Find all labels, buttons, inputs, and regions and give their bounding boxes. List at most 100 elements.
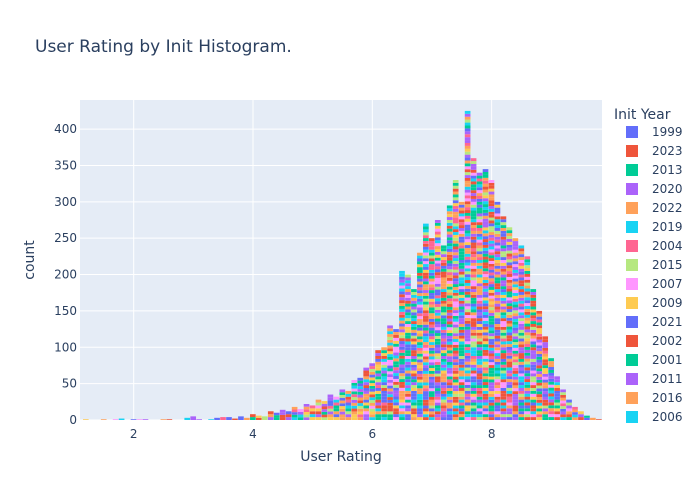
histogram-bar[interactable] bbox=[506, 227, 513, 420]
histogram-bar[interactable] bbox=[100, 419, 107, 420]
histogram-bar[interactable] bbox=[405, 274, 411, 420]
histogram-bar[interactable] bbox=[500, 216, 507, 420]
histogram-bar[interactable] bbox=[136, 419, 143, 420]
legend-item[interactable]: 2006 bbox=[626, 410, 683, 424]
histogram-bar[interactable] bbox=[250, 414, 256, 420]
histogram-bar[interactable] bbox=[554, 376, 560, 420]
histogram-bar[interactable] bbox=[572, 406, 578, 420]
histogram-bar[interactable] bbox=[112, 419, 119, 420]
legend-item[interactable]: 2019 bbox=[626, 220, 683, 234]
histogram-bar[interactable] bbox=[363, 367, 370, 420]
legend-item[interactable]: 2002 bbox=[626, 334, 683, 348]
legend-item[interactable]: 2020 bbox=[626, 182, 683, 196]
histogram-bar[interactable] bbox=[285, 411, 292, 420]
histogram-bar[interactable] bbox=[297, 409, 304, 420]
histogram-bar[interactable] bbox=[417, 252, 423, 420]
histogram-bar[interactable] bbox=[494, 201, 501, 420]
legend-item[interactable]: 2023 bbox=[626, 144, 683, 158]
histogram-bar[interactable] bbox=[184, 417, 191, 420]
histogram-bar[interactable] bbox=[578, 411, 584, 420]
x-tick-label: 4 bbox=[249, 427, 257, 441]
histogram-bar[interactable] bbox=[452, 180, 459, 420]
bar-segment bbox=[399, 323, 405, 327]
histogram-bar[interactable] bbox=[393, 329, 399, 420]
histogram-bar[interactable] bbox=[303, 404, 310, 420]
histogram-bar[interactable] bbox=[118, 418, 125, 420]
legend-item[interactable]: 1999 bbox=[626, 125, 683, 139]
histogram-bar[interactable] bbox=[309, 405, 316, 420]
legend-item[interactable]: 2022 bbox=[626, 201, 683, 215]
histogram-bar[interactable] bbox=[232, 418, 238, 420]
histogram-bar[interactable] bbox=[273, 412, 280, 420]
histogram-bar[interactable] bbox=[566, 399, 572, 420]
histogram-bar[interactable] bbox=[130, 419, 137, 420]
legend[interactable]: Init Year 199920232013202020222019200420… bbox=[614, 107, 683, 424]
histogram-bar[interactable] bbox=[226, 417, 232, 420]
histogram-bar[interactable] bbox=[267, 411, 274, 420]
histogram-bar[interactable] bbox=[339, 389, 346, 420]
histogram-bar[interactable] bbox=[530, 289, 537, 420]
histogram-bar[interactable] bbox=[357, 377, 364, 420]
histogram-bar[interactable] bbox=[345, 390, 352, 420]
histogram-bar[interactable] bbox=[542, 336, 549, 420]
histogram-bar[interactable] bbox=[482, 169, 489, 420]
histogram-bar[interactable] bbox=[333, 396, 340, 420]
histogram-bar[interactable] bbox=[524, 256, 531, 420]
histogram-bar[interactable] bbox=[196, 419, 202, 420]
histogram-bar[interactable] bbox=[351, 380, 358, 420]
bar-segment bbox=[405, 297, 411, 301]
histogram-bar[interactable] bbox=[190, 416, 197, 420]
histogram-bar[interactable] bbox=[560, 389, 566, 420]
histogram-bar[interactable] bbox=[238, 416, 244, 420]
histogram-bar[interactable] bbox=[518, 245, 525, 420]
histogram-bar[interactable] bbox=[423, 223, 429, 420]
histogram-bar[interactable] bbox=[470, 158, 477, 420]
histogram-bar[interactable] bbox=[279, 409, 286, 420]
histogram-bar[interactable] bbox=[387, 325, 393, 420]
histogram-bar[interactable] bbox=[220, 417, 226, 420]
legend-items[interactable]: 1999 2023 2013 2020 2022 2019 2004 2015 2007 2009… bbox=[626, 125, 683, 424]
histogram-bar[interactable] bbox=[434, 220, 441, 420]
legend-item[interactable]: 2013 bbox=[626, 163, 683, 177]
legend-item[interactable]: 2016 bbox=[626, 391, 683, 405]
histogram-bar[interactable] bbox=[291, 406, 298, 420]
histogram-bar[interactable] bbox=[327, 394, 334, 420]
histogram-bar[interactable] bbox=[244, 417, 250, 420]
legend-item[interactable]: 2009 bbox=[626, 296, 683, 310]
histogram-bar[interactable] bbox=[82, 419, 89, 420]
histogram-bar[interactable] bbox=[590, 417, 596, 420]
histogram-bar[interactable] bbox=[548, 358, 554, 420]
histogram-bar[interactable] bbox=[446, 205, 453, 420]
histogram-bar[interactable] bbox=[255, 415, 262, 420]
histogram-bar[interactable] bbox=[261, 416, 268, 420]
legend-item[interactable]: 2011 bbox=[626, 372, 683, 386]
histogram-bar[interactable] bbox=[428, 238, 435, 420]
legend-item[interactable]: 2004 bbox=[626, 239, 683, 253]
histogram-bar[interactable] bbox=[584, 415, 590, 420]
histogram-bar[interactable] bbox=[476, 172, 483, 420]
bar-segment bbox=[518, 277, 525, 281]
histogram-bar[interactable] bbox=[315, 399, 322, 420]
histogram-bar[interactable] bbox=[399, 270, 405, 420]
legend-item[interactable]: 2007 bbox=[626, 277, 683, 291]
legend-item[interactable]: 2001 bbox=[626, 353, 683, 367]
histogram-bar[interactable] bbox=[596, 419, 602, 420]
histogram-bar[interactable] bbox=[369, 363, 376, 420]
histogram-bar[interactable] bbox=[166, 419, 173, 420]
histogram-bar[interactable] bbox=[536, 310, 543, 420]
histogram-bar[interactable] bbox=[440, 245, 447, 420]
histogram-bar[interactable] bbox=[464, 110, 471, 420]
histogram-bar[interactable] bbox=[208, 419, 214, 420]
histogram-bar[interactable] bbox=[160, 419, 167, 420]
histogram-bar[interactable] bbox=[142, 419, 149, 420]
legend-item[interactable]: 2021 bbox=[626, 315, 683, 329]
histogram-bar[interactable] bbox=[512, 238, 519, 420]
histogram-bar[interactable] bbox=[214, 417, 220, 420]
legend-item[interactable]: 2015 bbox=[626, 258, 683, 272]
histogram-bar[interactable] bbox=[381, 347, 387, 420]
histogram-bar[interactable] bbox=[411, 289, 417, 420]
histogram-bar[interactable] bbox=[375, 350, 381, 420]
histogram-bar[interactable] bbox=[321, 401, 328, 420]
histogram-bar[interactable] bbox=[458, 201, 465, 420]
histogram-bar[interactable] bbox=[488, 180, 495, 420]
